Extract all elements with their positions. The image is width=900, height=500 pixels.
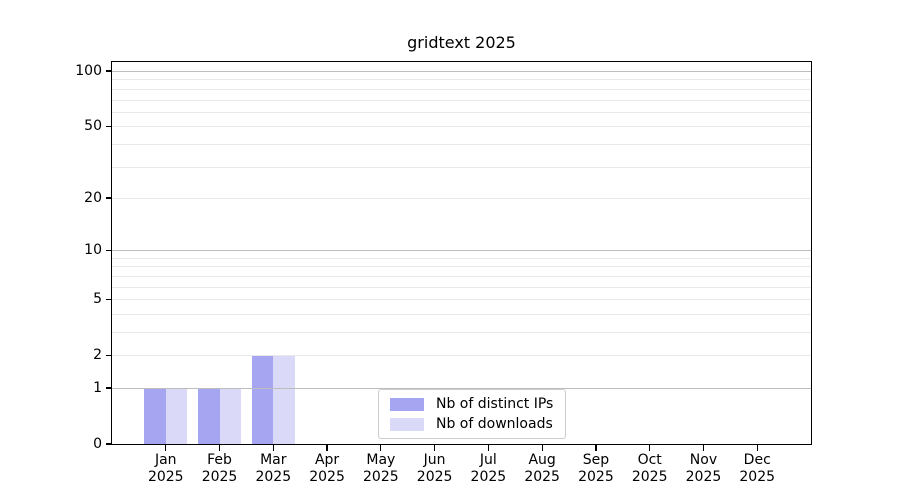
minor-gridline-9	[112, 257, 811, 259]
legend-item-downloads: Nb of downloads	[390, 417, 553, 431]
x-tick-oct	[649, 445, 651, 451]
minor-gridline-5	[112, 299, 811, 301]
bar-nb-of-downloads-feb	[219, 387, 242, 444]
minor-gridline-20	[112, 197, 811, 199]
minor-gridline-80	[112, 88, 811, 90]
major-gridline-10	[112, 250, 811, 252]
x-tick-label-jan: Jan 2025	[147, 452, 184, 485]
plot-area: Nb of distinct IPs Nb of downloads	[106, 61, 812, 451]
y-tick-5	[106, 298, 111, 300]
bar-nb-of-distinct-ips-jan	[144, 387, 166, 444]
y-tick-label-1: 1	[93, 379, 102, 396]
y-tick-label-2: 2	[93, 347, 102, 364]
y-tick-label-20: 20	[84, 189, 102, 206]
minor-gridline-3	[112, 331, 811, 333]
y-tick-label-0: 0	[93, 436, 102, 452]
x-tick-dec	[756, 445, 758, 451]
x-tick-label-aug: Aug 2025	[524, 452, 560, 485]
y-tick-2	[106, 354, 111, 356]
minor-gridline-70	[112, 99, 811, 101]
minor-gridline-7	[112, 275, 811, 277]
x-tick-may	[380, 445, 382, 451]
legend-label-distinct-ips: Nb of distinct IPs	[436, 396, 554, 412]
x-tick-label-nov: Nov 2025	[685, 452, 722, 485]
bar-nb-of-distinct-ips-mar	[251, 355, 274, 444]
y-tick-0	[106, 443, 111, 445]
minor-gridline-90	[112, 79, 811, 81]
minor-gridline-30	[112, 166, 811, 168]
legend-item-distinct-ips: Nb of distinct IPs	[390, 397, 553, 411]
y-tick-1	[106, 387, 111, 389]
legend: Nb of distinct IPs Nb of downloads	[378, 389, 567, 439]
minor-gridline-6	[112, 286, 811, 288]
x-tick-label-may: May 2025	[363, 452, 399, 485]
x-tick-apr	[326, 445, 328, 451]
legend-label-downloads: Nb of downloads	[436, 416, 553, 432]
y-tick-100	[106, 70, 111, 72]
x-tick-label-dec: Dec 2025	[739, 452, 776, 485]
minor-gridline-2	[112, 355, 811, 357]
x-tick-label-mar: Mar 2025	[255, 452, 292, 485]
x-tick-jul	[487, 445, 490, 451]
x-tick-feb	[218, 445, 221, 451]
x-tick-label-feb: Feb 2025	[201, 452, 238, 485]
x-tick-nov	[702, 445, 705, 451]
y-tick-label-50: 50	[84, 118, 102, 135]
legend-swatch-downloads	[390, 417, 424, 431]
x-tick-label-jun: Jun 2025	[416, 452, 453, 485]
bar-nb-of-distinct-ips-feb	[198, 387, 220, 444]
x-tick-label-apr: Apr 2025	[309, 452, 345, 485]
minor-gridline-40	[112, 143, 811, 145]
minor-gridline-50	[112, 126, 811, 128]
x-tick-jan	[165, 445, 167, 451]
minor-gridline-60	[112, 111, 811, 113]
minor-gridline-8	[112, 266, 811, 268]
chart-title: gridtext 2025	[407, 33, 516, 52]
bar-nb-of-downloads-jan	[165, 387, 188, 444]
y-tick-label-5: 5	[93, 291, 102, 308]
y-tick-20	[106, 197, 111, 199]
major-gridline-1	[112, 387, 811, 389]
y-tick-label-100: 100	[75, 63, 102, 80]
x-tick-mar	[272, 445, 274, 451]
major-gridline-100	[112, 71, 811, 73]
x-tick-jun	[433, 445, 436, 451]
y-tick-label-10: 10	[84, 242, 102, 259]
y-tick-10	[106, 249, 111, 251]
x-tick-sep	[595, 445, 597, 451]
x-tick-label-sep: Sep 2025	[578, 452, 614, 485]
x-tick-aug	[541, 445, 543, 451]
x-tick-label-oct: Oct 2025	[631, 452, 668, 485]
bar-nb-of-downloads-mar	[273, 355, 295, 444]
x-tick-label-jul: Jul 2025	[470, 452, 507, 485]
y-tick-50	[106, 125, 111, 127]
minor-gridline-4	[112, 313, 811, 315]
legend-swatch-distinct-ips	[390, 397, 424, 411]
